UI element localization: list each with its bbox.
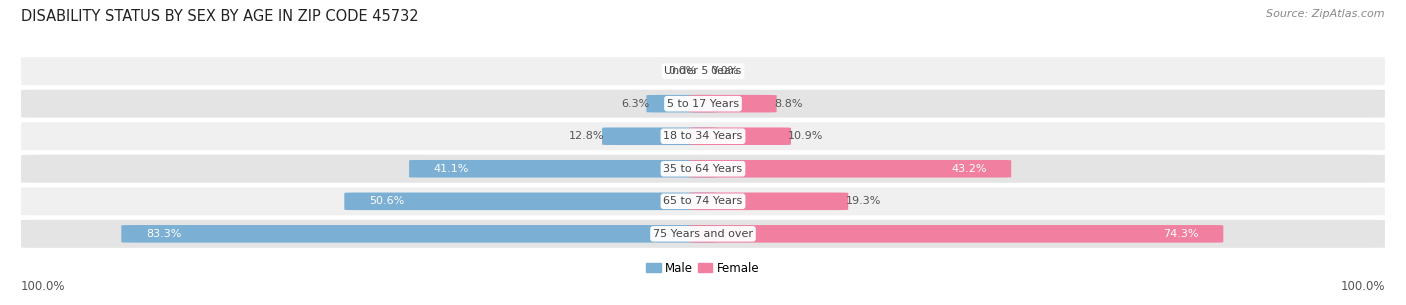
Text: 12.8%: 12.8% (569, 131, 605, 141)
Text: 19.3%: 19.3% (845, 196, 882, 206)
FancyBboxPatch shape (21, 57, 1385, 85)
Text: 100.0%: 100.0% (1340, 280, 1385, 293)
FancyBboxPatch shape (689, 127, 792, 145)
Text: DISABILITY STATUS BY SEX BY AGE IN ZIP CODE 45732: DISABILITY STATUS BY SEX BY AGE IN ZIP C… (21, 9, 419, 24)
FancyBboxPatch shape (689, 192, 848, 210)
Text: 50.6%: 50.6% (368, 196, 404, 206)
Text: 35 to 64 Years: 35 to 64 Years (664, 164, 742, 174)
FancyBboxPatch shape (689, 95, 776, 113)
Text: 6.3%: 6.3% (621, 99, 650, 109)
FancyBboxPatch shape (21, 187, 1385, 215)
FancyBboxPatch shape (647, 95, 717, 113)
Text: 43.2%: 43.2% (952, 164, 987, 174)
Text: 0.0%: 0.0% (668, 66, 696, 76)
Text: 18 to 34 Years: 18 to 34 Years (664, 131, 742, 141)
Text: 41.1%: 41.1% (433, 164, 470, 174)
FancyBboxPatch shape (21, 155, 1385, 183)
Text: 5 to 17 Years: 5 to 17 Years (666, 99, 740, 109)
FancyBboxPatch shape (344, 192, 717, 210)
Text: 0.0%: 0.0% (710, 66, 738, 76)
Text: Under 5 Years: Under 5 Years (665, 66, 741, 76)
FancyBboxPatch shape (121, 225, 717, 242)
FancyBboxPatch shape (21, 90, 1385, 118)
Text: 65 to 74 Years: 65 to 74 Years (664, 196, 742, 206)
Text: Source: ZipAtlas.com: Source: ZipAtlas.com (1267, 9, 1385, 19)
FancyBboxPatch shape (21, 122, 1385, 150)
Text: 10.9%: 10.9% (789, 131, 824, 141)
Text: 74.3%: 74.3% (1163, 229, 1199, 239)
Text: 75 Years and over: 75 Years and over (652, 229, 754, 239)
Text: 100.0%: 100.0% (21, 280, 66, 293)
FancyBboxPatch shape (409, 160, 717, 178)
Text: 8.8%: 8.8% (773, 99, 803, 109)
FancyBboxPatch shape (689, 160, 1011, 178)
Legend: Male, Female: Male, Female (641, 257, 765, 279)
FancyBboxPatch shape (21, 220, 1385, 248)
Text: 83.3%: 83.3% (146, 229, 181, 239)
FancyBboxPatch shape (602, 127, 717, 145)
FancyBboxPatch shape (689, 225, 1223, 242)
